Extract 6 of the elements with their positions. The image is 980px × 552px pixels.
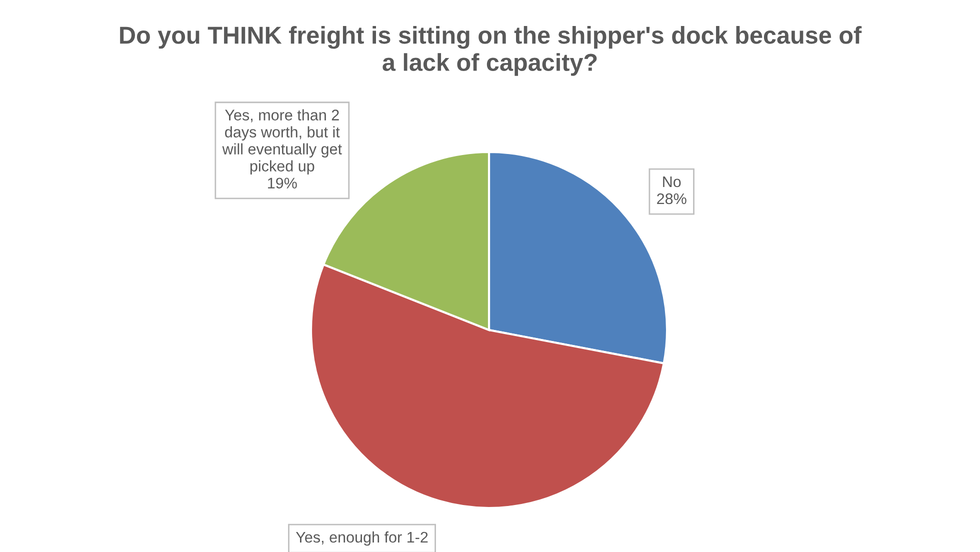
slice-label: No: [663, 176, 681, 188]
data-label: 28%: [657, 193, 686, 204]
slice-label: Yes, more than 2 days worth, but it will eventually get picked up: [222, 109, 342, 175]
data-label: 19%: [268, 178, 297, 189]
slice-label: Yes, enough for 1-2: [296, 531, 428, 546]
chart-title: Do you THINK freight is sitting on the shipper's dock because of a lack of capacity?: [120, 26, 862, 76]
